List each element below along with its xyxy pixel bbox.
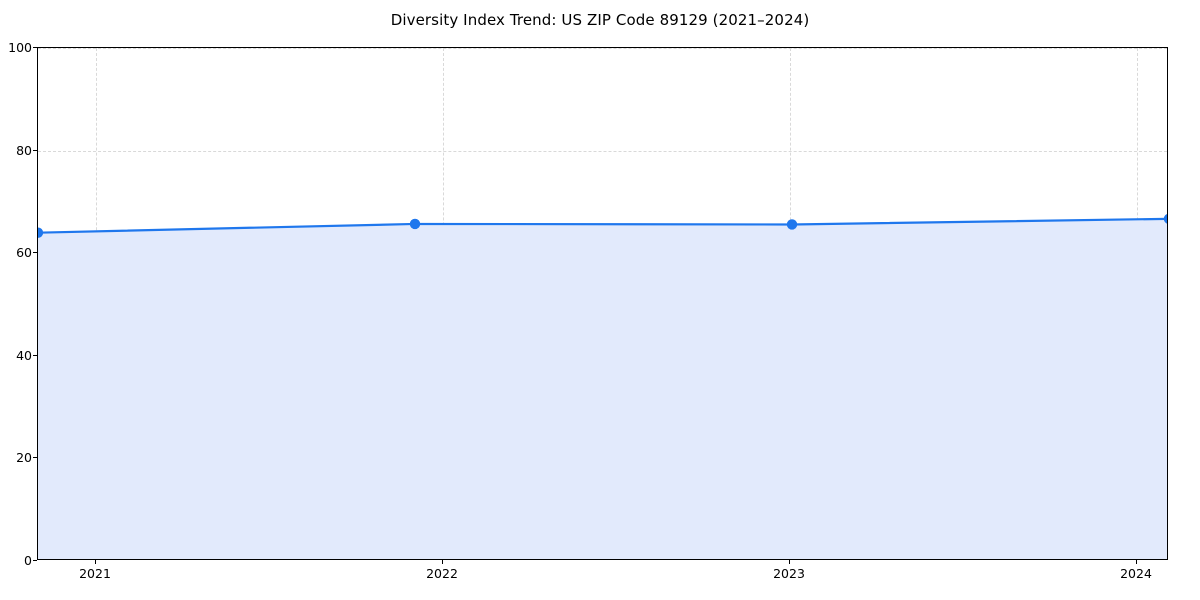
y-tick-mark-0 bbox=[33, 560, 37, 561]
series-diversity-index bbox=[38, 214, 1167, 559]
series-markers bbox=[38, 214, 1167, 238]
x-tick-mark-2023 bbox=[789, 560, 790, 564]
data-point-2021 bbox=[38, 227, 44, 238]
chart-title: Diversity Index Trend: US ZIP Code 89129… bbox=[390, 11, 810, 29]
y-tick-label-20: 20 bbox=[16, 450, 32, 465]
y-tick-mark-80 bbox=[33, 150, 37, 151]
y-tick-label-60: 60 bbox=[16, 245, 32, 260]
y-tick-mark-40 bbox=[33, 355, 37, 356]
x-tick-label-2021: 2021 bbox=[79, 566, 111, 581]
plot-inner bbox=[38, 48, 1167, 559]
gridline-y-100 bbox=[38, 48, 1167, 49]
gridline-y-80 bbox=[38, 151, 1167, 152]
x-tick-label-2022: 2022 bbox=[426, 566, 458, 581]
data-point-2023 bbox=[786, 219, 798, 230]
x-tick-mark-2021 bbox=[95, 560, 96, 564]
y-tick-label-0: 0 bbox=[24, 553, 32, 568]
plot-area bbox=[37, 47, 1168, 560]
x-tick-label-2024: 2024 bbox=[1120, 566, 1152, 581]
series-line bbox=[38, 217, 1167, 234]
y-tick-mark-100 bbox=[33, 47, 37, 48]
x-tick-mark-2024 bbox=[1136, 560, 1137, 564]
y-tick-label-100: 100 bbox=[8, 40, 32, 55]
data-point-2024 bbox=[1163, 214, 1167, 224]
y-tick-mark-20 bbox=[33, 457, 37, 458]
x-tick-mark-2022 bbox=[442, 560, 443, 564]
y-tick-label-40: 40 bbox=[16, 348, 32, 363]
y-tick-mark-60 bbox=[33, 252, 37, 253]
y-tick-label-80: 80 bbox=[16, 143, 32, 158]
x-tick-label-2023: 2023 bbox=[773, 566, 805, 581]
data-point-2022 bbox=[409, 218, 421, 230]
area-fill bbox=[38, 218, 1167, 559]
